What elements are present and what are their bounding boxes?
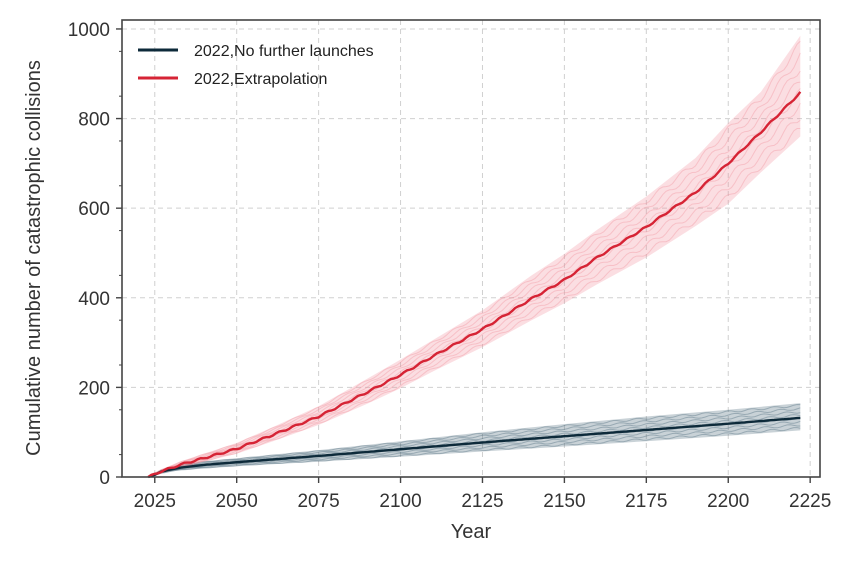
x-tick-label: 2050 — [216, 491, 258, 512]
legend-label-extrapolation: 2022,Extrapolation — [194, 71, 327, 88]
ensemble-trace-extrapolation — [147, 40, 801, 478]
plot-frame — [121, 19, 821, 478]
legend-label-no-further-launches: 2022,No further launches — [194, 43, 374, 60]
y-tick-label: 600 — [78, 199, 110, 220]
y-tick-label: 800 — [78, 110, 110, 131]
x-axis-ticks: 2025 2050 2075 2100 2125 2150 2175 2200 2225 — [134, 477, 831, 512]
y-tick-label: 0 — [99, 468, 110, 489]
band-no-further-launches — [148, 403, 801, 477]
x-tick-label: 2225 — [789, 491, 831, 512]
x-tick-label: 2075 — [297, 491, 339, 512]
series-line-extrapolation — [147, 91, 802, 478]
x-axis-title: Year — [451, 521, 492, 543]
x-tick-label: 2025 — [134, 491, 176, 512]
ensemble-trace-extrapolation — [147, 81, 801, 478]
y-axis-title: Cumulative number of catastrophic collis… — [23, 60, 45, 456]
y-axis-ticks: 0 200 400 600 800 1000 — [68, 20, 122, 489]
ensemble-trace-extrapolation — [147, 70, 801, 478]
x-tick-label: 2125 — [461, 491, 503, 512]
ensemble-trace-no-further-launches — [148, 420, 801, 478]
y-tick-label: 200 — [78, 378, 110, 399]
grid — [122, 20, 820, 478]
ensemble-trace-extrapolation — [148, 128, 801, 478]
x-tick-label: 2200 — [707, 491, 749, 512]
ensemble-trace-no-further-launches — [148, 411, 801, 478]
ensemble-trace-no-further-launches — [148, 427, 801, 478]
ensemble-trace-no-further-launches — [147, 407, 801, 478]
x-tick-label: 2175 — [625, 491, 667, 512]
ensemble-trace-no-further-launches — [148, 424, 801, 478]
series-line-no-further-launches — [147, 416, 801, 479]
legend: 2022,No further launches 2022,Extrapolat… — [138, 43, 374, 88]
ensemble-trace-no-further-launches — [147, 403, 801, 478]
ensemble-trace-extrapolation — [147, 52, 801, 478]
x-tick-label: 2150 — [543, 491, 585, 512]
series-lines — [147, 91, 802, 479]
x-tick-label: 2100 — [379, 491, 421, 512]
y-tick-label: 1000 — [68, 20, 110, 41]
ensemble-trace-extrapolation — [148, 119, 801, 478]
y-tick-label: 400 — [78, 289, 110, 310]
